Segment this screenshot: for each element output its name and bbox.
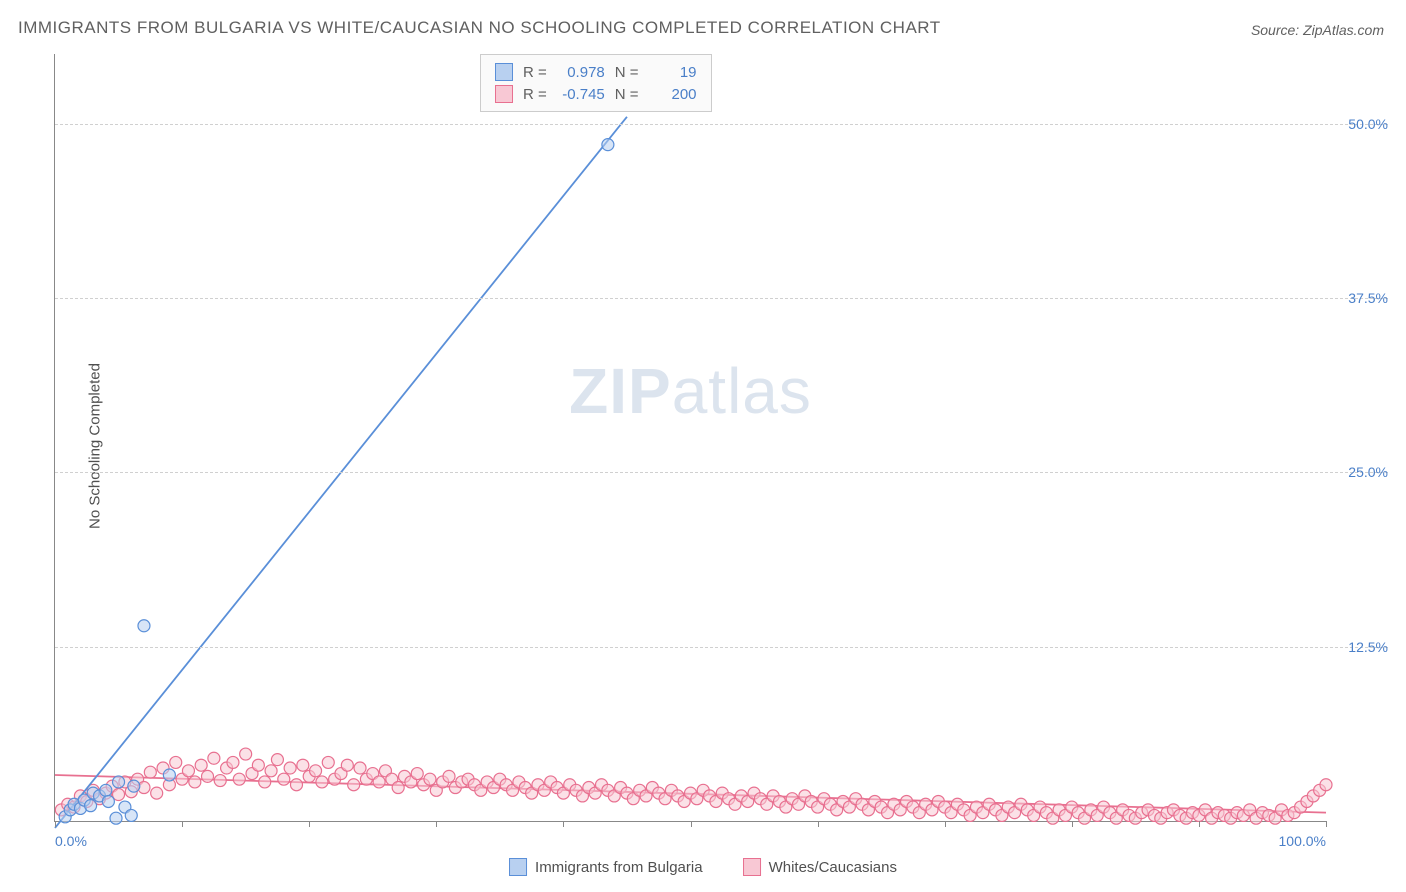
data-point-pink <box>182 765 194 777</box>
data-point-pink <box>189 776 201 788</box>
data-point-pink <box>373 776 385 788</box>
data-point-pink <box>214 775 226 787</box>
data-point-pink <box>151 787 163 799</box>
gridline-horizontal <box>55 472 1388 473</box>
legend-swatch-blue-icon <box>509 858 527 876</box>
x-tick-label: 0.0% <box>55 833 87 849</box>
y-tick-label: 37.5% <box>1348 290 1388 306</box>
y-tick-label: 25.0% <box>1348 464 1388 480</box>
bottom-legend: Immigrants from Bulgaria Whites/Caucasia… <box>509 858 897 876</box>
gridline-horizontal <box>55 298 1388 299</box>
stats-r-label: R = <box>523 64 547 81</box>
stats-n-blue: 19 <box>649 64 697 81</box>
data-point-pink <box>348 779 360 791</box>
data-point-pink <box>195 759 207 771</box>
x-tick <box>55 821 56 827</box>
x-tick <box>563 821 564 827</box>
data-point-pink <box>271 754 283 766</box>
y-tick-label: 50.0% <box>1348 116 1388 132</box>
data-point-pink <box>265 765 277 777</box>
legend-label: Whites/Caucasians <box>769 859 897 876</box>
data-point-pink <box>284 762 296 774</box>
x-tick <box>691 821 692 827</box>
data-point-pink <box>240 748 252 760</box>
data-point-pink <box>208 752 220 764</box>
stats-n-label: N = <box>615 64 639 81</box>
stats-row-blue: R = 0.978 N = 19 <box>495 61 697 83</box>
gridline-horizontal <box>55 647 1388 648</box>
data-point-blue <box>602 139 614 151</box>
stats-r-pink: -0.745 <box>557 86 605 103</box>
correlation-stats-box: R = 0.978 N = 19 R = -0.745 N = 200 <box>480 54 712 112</box>
data-point-pink <box>310 765 322 777</box>
gridline-horizontal <box>55 124 1388 125</box>
x-tick <box>182 821 183 827</box>
data-point-pink <box>290 779 302 791</box>
x-tick <box>818 821 819 827</box>
stats-n-pink: 200 <box>649 86 697 103</box>
data-point-pink <box>316 776 328 788</box>
x-tick <box>436 821 437 827</box>
legend-label: Immigrants from Bulgaria <box>535 859 703 876</box>
x-tick-label: 100.0% <box>1279 833 1326 849</box>
chart-title: IMMIGRANTS FROM BULGARIA VS WHITE/CAUCAS… <box>18 18 941 38</box>
x-tick <box>309 821 310 827</box>
data-point-pink <box>392 782 404 794</box>
data-point-blue <box>100 784 112 796</box>
data-point-pink <box>252 759 264 771</box>
source-attribution: Source: ZipAtlas.com <box>1251 22 1384 38</box>
x-tick <box>945 821 946 827</box>
stats-n-label: N = <box>615 86 639 103</box>
stats-row-pink: R = -0.745 N = 200 <box>495 83 697 105</box>
swatch-blue-icon <box>495 63 513 81</box>
x-tick <box>1072 821 1073 827</box>
data-point-pink <box>411 768 423 780</box>
data-point-pink <box>259 776 271 788</box>
data-point-pink <box>170 756 182 768</box>
legend-swatch-pink-icon <box>743 858 761 876</box>
data-point-pink <box>233 773 245 785</box>
data-point-blue <box>85 800 97 812</box>
x-tick <box>1199 821 1200 827</box>
data-point-blue <box>110 812 122 824</box>
plot-area: ZIPatlas 12.5%25.0%37.5%50.0%0.0%100.0% <box>54 54 1326 822</box>
scatter-svg <box>55 54 1326 821</box>
data-point-pink <box>341 759 353 771</box>
stats-r-blue: 0.978 <box>557 64 605 81</box>
data-point-blue <box>163 769 175 781</box>
data-point-pink <box>424 773 436 785</box>
data-point-blue <box>113 776 125 788</box>
data-point-blue <box>102 795 114 807</box>
data-point-pink <box>144 766 156 778</box>
data-point-pink <box>443 770 455 782</box>
data-point-pink <box>297 759 309 771</box>
data-point-pink <box>1320 779 1332 791</box>
data-point-pink <box>278 773 290 785</box>
data-point-pink <box>354 762 366 774</box>
data-point-pink <box>202 770 214 782</box>
data-point-pink <box>322 756 334 768</box>
data-point-blue <box>138 620 150 632</box>
swatch-pink-icon <box>495 85 513 103</box>
y-tick-label: 12.5% <box>1348 639 1388 655</box>
data-point-blue <box>125 809 137 821</box>
data-point-blue <box>128 780 140 792</box>
legend-item-blue: Immigrants from Bulgaria <box>509 858 703 876</box>
x-tick <box>1326 821 1327 827</box>
legend-item-pink: Whites/Caucasians <box>743 858 897 876</box>
data-point-pink <box>227 756 239 768</box>
stats-r-label: R = <box>523 86 547 103</box>
